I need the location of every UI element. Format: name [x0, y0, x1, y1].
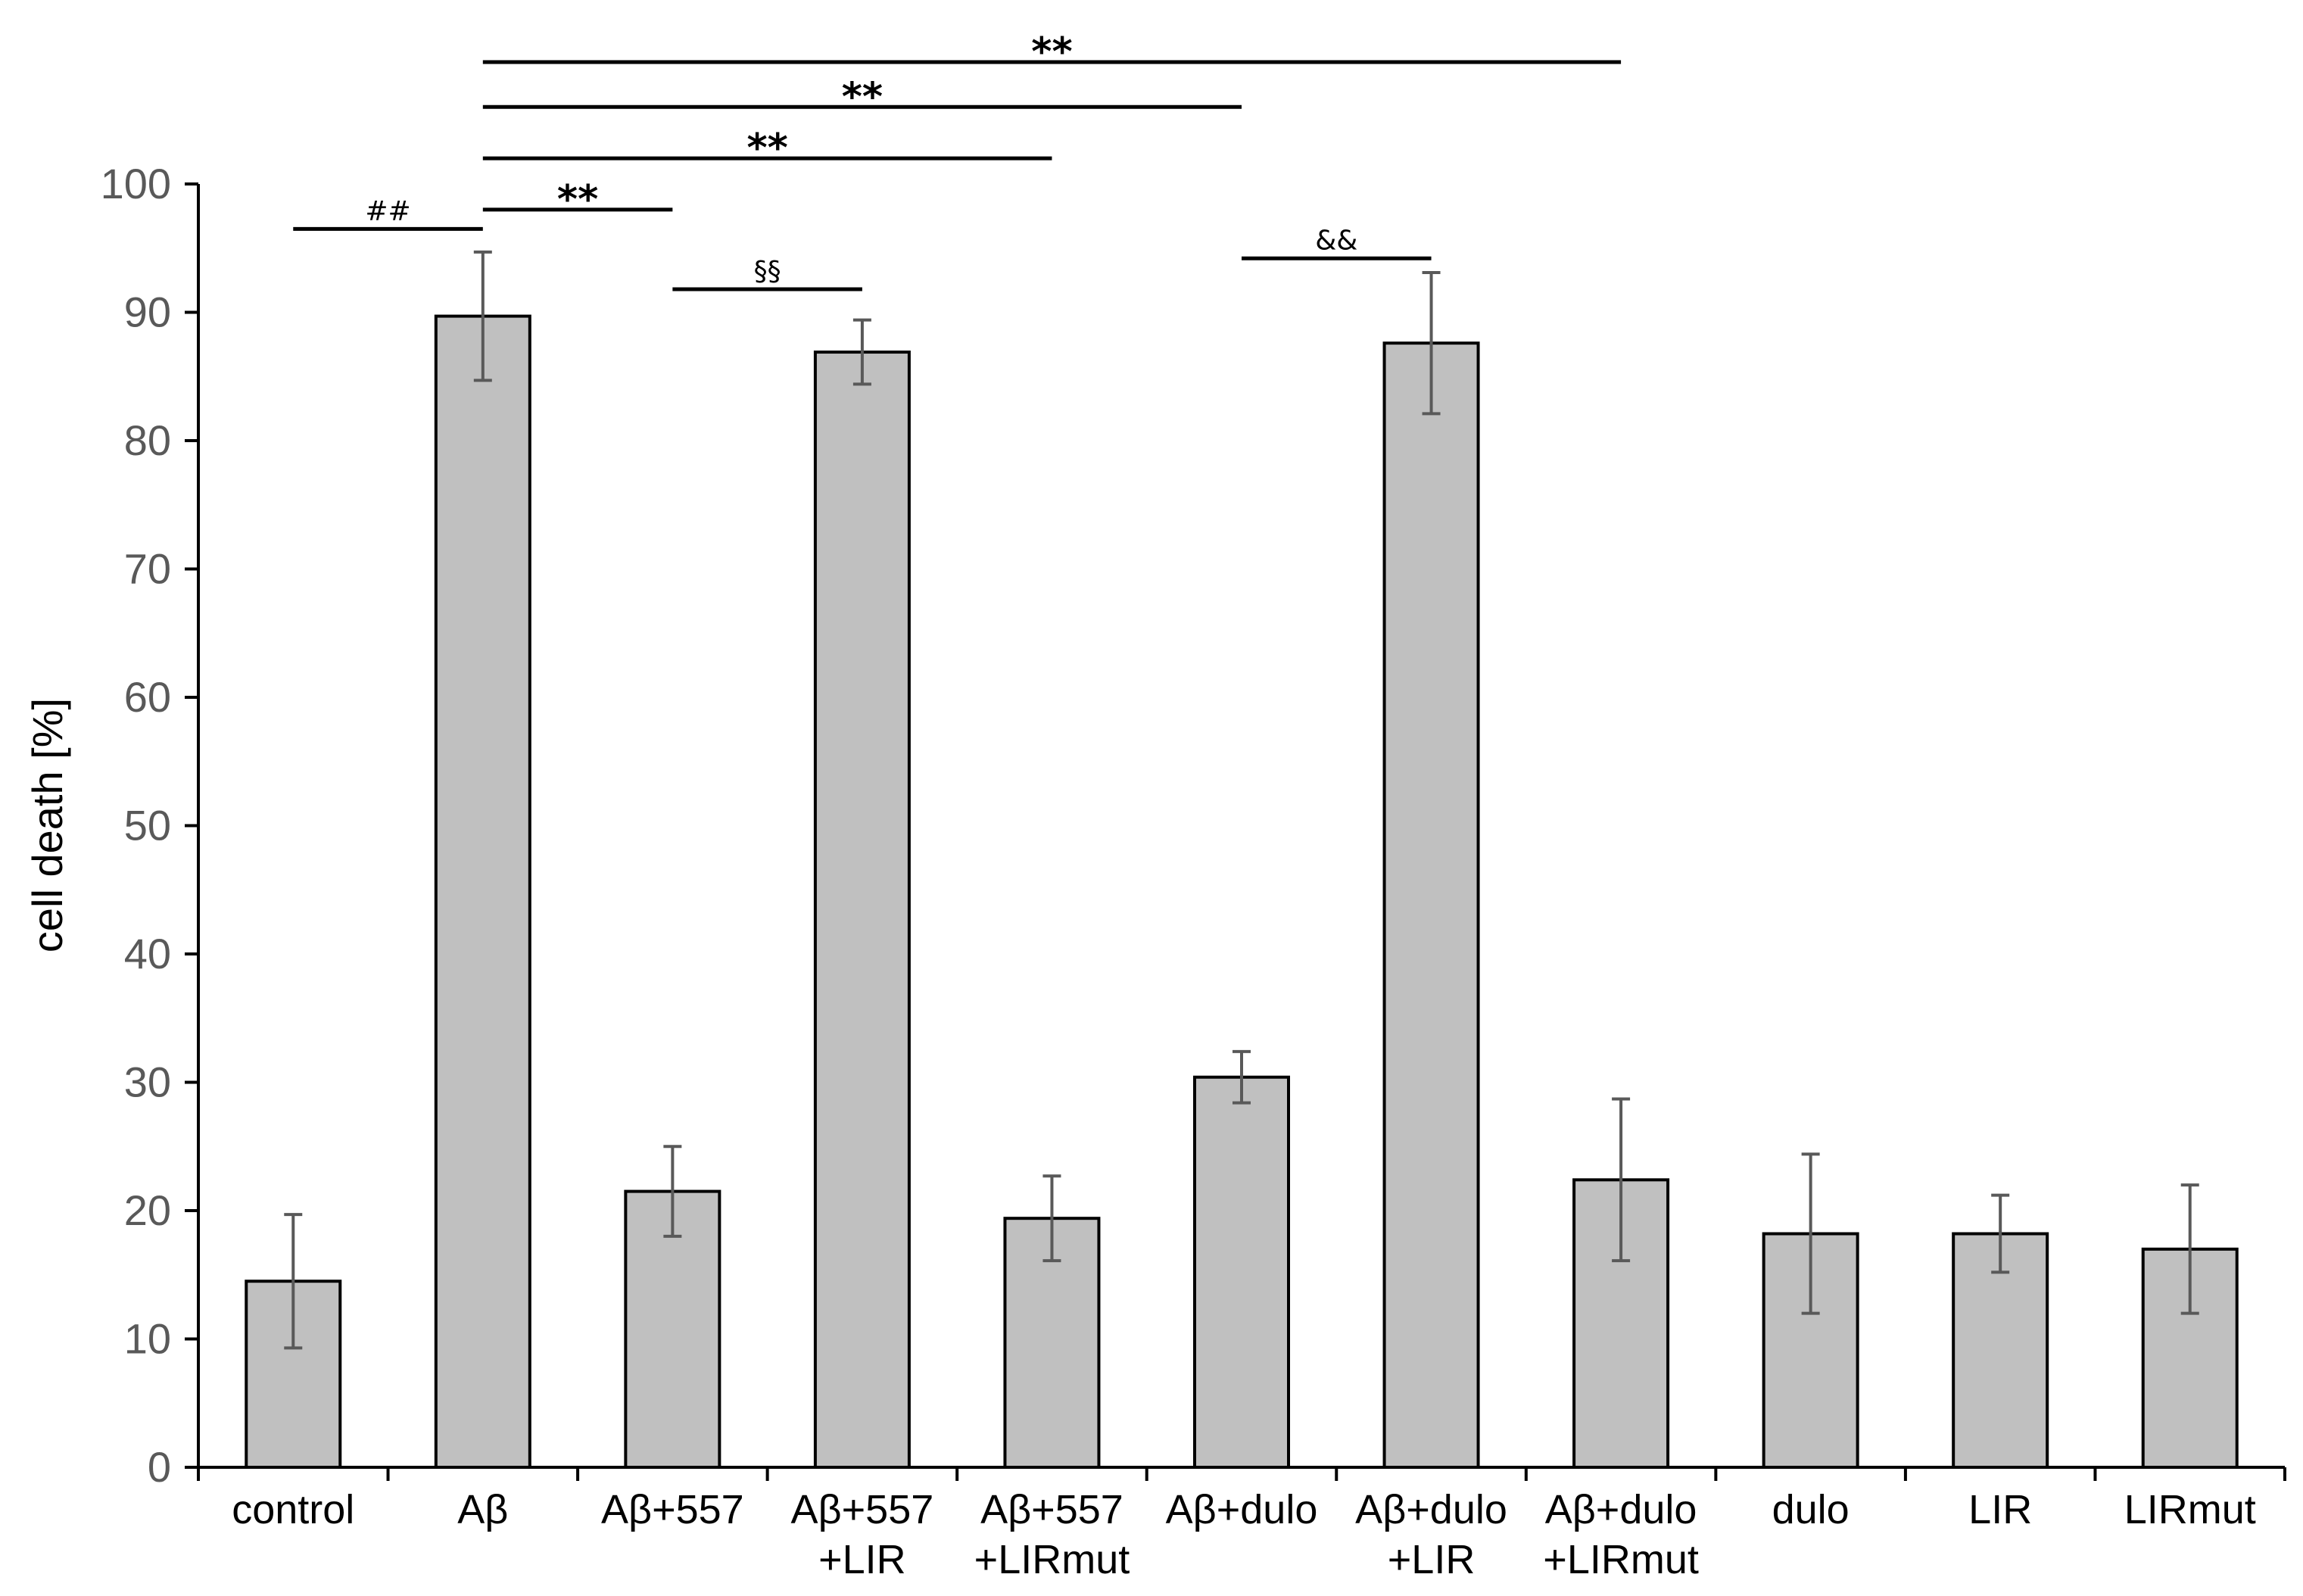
y-tick-label: 20	[124, 1186, 171, 1234]
x-category-label: Aβ	[457, 1487, 508, 1532]
significance-bracket: ##	[293, 195, 483, 231]
y-tick-label: 100	[101, 160, 171, 207]
error-bar	[2180, 1183, 2199, 1315]
significance-label: **	[746, 126, 787, 171]
bar	[434, 314, 531, 1470]
y-axis-title: cell death [%]	[23, 698, 71, 952]
y-tick-label: 50	[124, 802, 171, 849]
significance-bracket: **	[482, 126, 1052, 171]
x-category-label: control	[232, 1487, 354, 1532]
x-category-label: Aβ+557 +LIR	[791, 1487, 934, 1582]
significance-bracket: **	[482, 30, 1622, 75]
y-tick-label: 80	[124, 416, 171, 464]
x-category-label: Aβ+dulo +LIRmut	[1543, 1487, 1699, 1582]
error-bar	[1422, 270, 1441, 416]
y-tick-label: 0	[148, 1443, 171, 1491]
significance-label: **	[557, 177, 598, 223]
category-labels: control Aβ Aβ+557 Aβ+557 +LIR Aβ+557 +LIRmut Aβ…	[232, 1487, 2256, 1582]
x-category-label: LIRmut	[2124, 1487, 2256, 1532]
significance-label: **	[1031, 30, 1072, 75]
error-bar	[473, 250, 492, 382]
error-bars	[284, 250, 2199, 1350]
error-bar	[852, 318, 871, 386]
significance-bracket: **	[482, 74, 1242, 120]
significance-bracket: &&	[1242, 225, 1432, 260]
bars	[245, 314, 2239, 1470]
y-tick-label: 70	[124, 545, 171, 593]
significance-bracket: §§	[672, 256, 862, 291]
error-bar	[1233, 1049, 1251, 1105]
y-ticks: 0 10 20 30 40 50 60 70 80 90 100	[101, 160, 198, 1491]
significance-label: &&	[1315, 225, 1357, 256]
significance-label: §§	[754, 256, 781, 287]
x-category-label: LIR	[1968, 1487, 2032, 1532]
x-category-label: Aβ+557	[601, 1487, 744, 1532]
error-bar	[1042, 1174, 1061, 1263]
significance-annotations: ## ** §§ && ** ** **	[293, 30, 1622, 291]
x-category-label: Aβ+557 +LIRmut	[974, 1487, 1130, 1582]
bar	[1193, 1075, 1290, 1469]
y-tick-label: 60	[124, 673, 171, 721]
y-tick-label: 90	[124, 288, 171, 336]
bar	[2141, 1247, 2239, 1469]
x-category-label: dulo	[1772, 1487, 1850, 1532]
significance-bracket: **	[482, 177, 673, 223]
error-bar	[1991, 1193, 2010, 1274]
bar	[1382, 341, 1480, 1469]
error-bar	[663, 1145, 682, 1238]
error-bar	[284, 1213, 303, 1350]
bar	[813, 351, 911, 1469]
y-tick-label: 10	[124, 1315, 171, 1363]
significance-label: ##	[365, 195, 410, 226]
y-tick-label: 40	[124, 930, 171, 977]
significance-label: **	[842, 74, 883, 120]
y-tick-label: 30	[124, 1058, 171, 1106]
error-bar	[1801, 1152, 1820, 1315]
x-category-label: Aβ+dulo +LIR	[1355, 1487, 1507, 1582]
error-bar	[1612, 1097, 1631, 1263]
x-ticks	[197, 1467, 2286, 1481]
x-category-label: Aβ+dulo	[1166, 1487, 1318, 1532]
